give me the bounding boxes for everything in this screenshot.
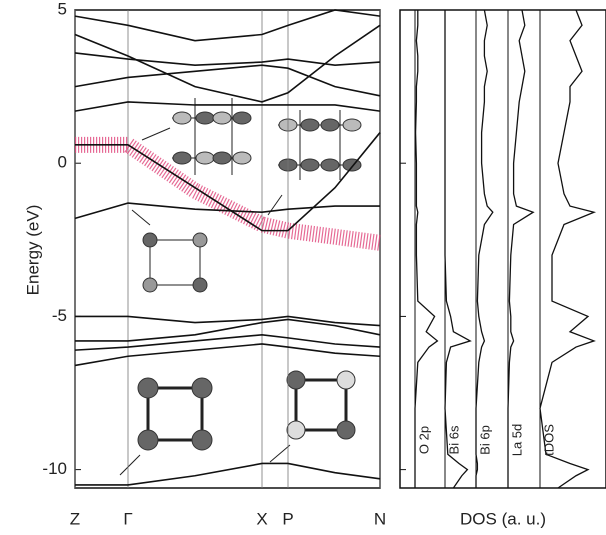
dos-label: O 2p — [416, 426, 431, 454]
x-tick-label: P — [282, 509, 293, 528]
band-frame — [75, 10, 380, 488]
y-tick-label: -10 — [42, 459, 67, 478]
dos-label: Bi 6s — [446, 425, 461, 454]
band — [75, 316, 380, 325]
band — [75, 53, 380, 65]
y-tick-label: 0 — [58, 153, 67, 172]
dos-curve — [540, 10, 594, 488]
dos-label: La 5d — [509, 424, 524, 457]
inset-5 — [270, 371, 355, 462]
dos-frame — [400, 10, 606, 488]
x-tick-label: N — [374, 509, 386, 528]
dos-label: Bi 6p — [477, 425, 492, 455]
band — [75, 65, 380, 96]
figure: Energy (eV) DOS (a. u.) — [0, 0, 606, 535]
y-tick-label: -5 — [52, 306, 67, 325]
x-tick-label: Γ — [123, 509, 132, 528]
x-tick-label: X — [256, 509, 267, 528]
y-axis-label: Energy (eV) — [23, 205, 42, 296]
dos-label: tDOS — [541, 424, 556, 456]
dos-curve — [476, 10, 493, 488]
dos-curve — [445, 10, 470, 488]
x-axis-label: DOS (a. u.) — [460, 509, 546, 528]
inset-3 — [132, 210, 207, 292]
band — [75, 10, 380, 41]
dos-curve — [415, 10, 437, 488]
inset-2 — [268, 110, 361, 215]
band — [75, 102, 380, 111]
inset-4 — [120, 378, 212, 475]
y-tick-label: 5 — [58, 0, 67, 18]
dos-curve — [508, 10, 533, 488]
x-tick-label: Z — [70, 509, 80, 528]
